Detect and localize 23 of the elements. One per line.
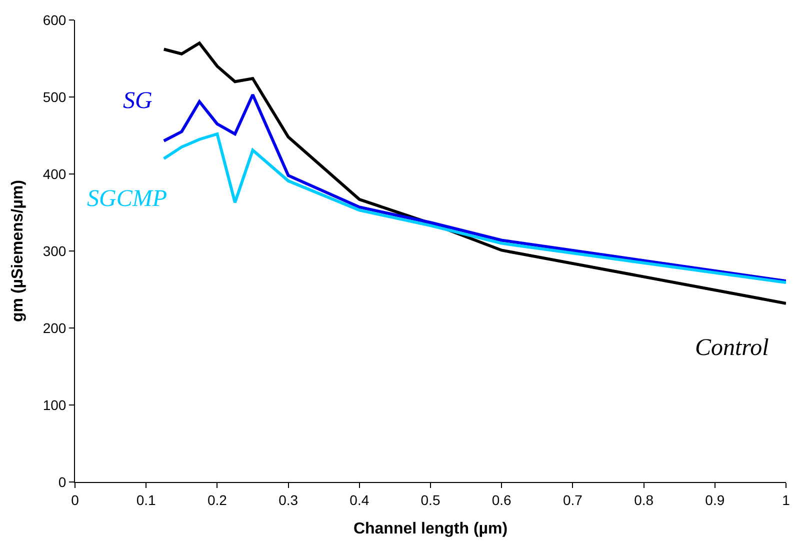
x-tick-label: 0.7 [562, 492, 583, 508]
y-tick-label: 500 [42, 88, 66, 105]
x-tick-label: 0.4 [350, 492, 370, 508]
x-tick-label: 0 [71, 492, 80, 508]
y-tick-label: 200 [42, 320, 66, 336]
series-label: SG [123, 88, 152, 114]
y-tick-label: 0 [58, 474, 66, 490]
x-tick-label: 0.2 [207, 492, 228, 508]
x-tick-label: 0.3 [278, 492, 298, 508]
x-tick-label: 1 [782, 492, 790, 508]
series-label: Control [695, 335, 770, 361]
y-tick-label: 300 [42, 242, 66, 259]
x-tick-label: 0.1 [136, 492, 156, 508]
y-axis-title: gm (µSiemens/µm) [10, 180, 27, 322]
x-tick-label: 0.9 [705, 492, 725, 508]
x-tick-label: 0.6 [492, 492, 512, 508]
x-tick-label: 0.5 [420, 492, 440, 508]
series-label: SGCMP [87, 186, 168, 212]
y-tick-label: 600 [42, 12, 66, 28]
x-tick-label: 0.8 [634, 492, 654, 508]
y-tick-label: 400 [42, 166, 66, 182]
x-axis-title: Channel length (µm) [353, 520, 508, 538]
y-tick-label: 100 [42, 396, 66, 413]
